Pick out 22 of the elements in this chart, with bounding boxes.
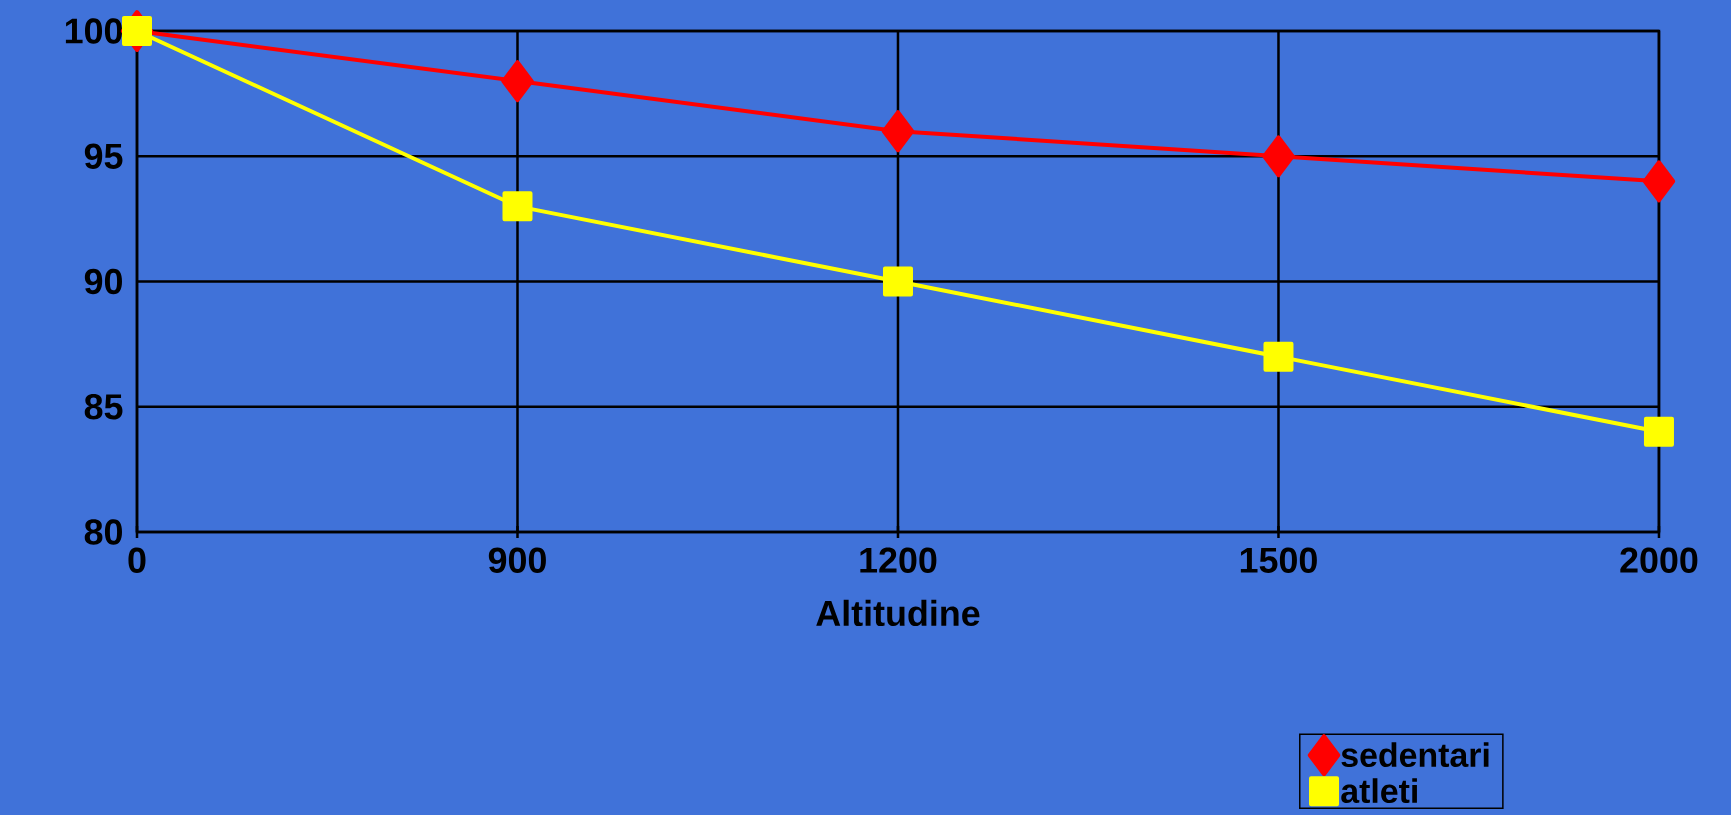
point (502, 191, 533, 222)
point (1643, 416, 1674, 447)
point (1642, 160, 1676, 203)
y-tick-label: 80 (84, 519, 122, 545)
point (501, 60, 534, 103)
point (881, 110, 915, 153)
x-tick-label: 900 (488, 547, 546, 573)
point (1263, 341, 1294, 372)
x-tick-label: 2000 (1620, 547, 1698, 573)
legend-label: atleti (1341, 778, 1417, 804)
x-axis-title: Altitudine (816, 599, 980, 627)
x-tick-label: 1200 (860, 547, 937, 573)
y-tick-label: 100 (65, 18, 122, 44)
y-tick-label: 90 (84, 268, 122, 295)
point (1262, 135, 1295, 178)
legend-label: sedentari (1341, 742, 1489, 768)
point (122, 16, 152, 46)
point (882, 266, 913, 297)
y-tick-label: 95 (84, 143, 123, 169)
x-tick-label: 0 (128, 547, 146, 573)
x-tick-label: 1500 (1240, 547, 1317, 573)
y-tick-label: 85 (84, 394, 123, 420)
